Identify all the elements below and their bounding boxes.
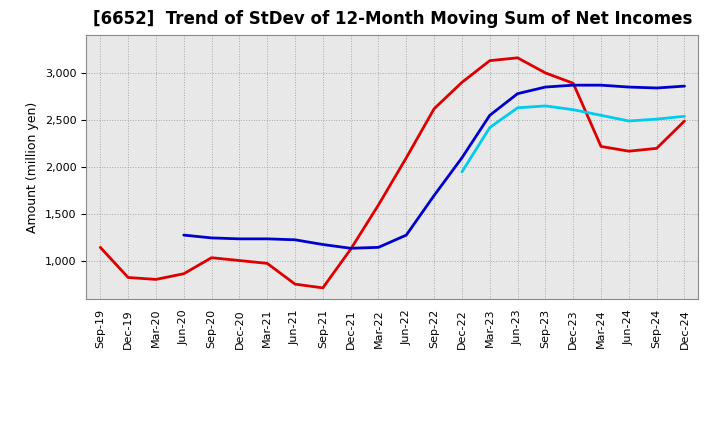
- 3 Years: [291, 282, 300, 287]
- 5 Years: [624, 84, 633, 90]
- Line: 7 Years: 7 Years: [462, 106, 685, 172]
- 7 Years: [597, 113, 606, 118]
- 3 Years: [263, 261, 271, 266]
- 5 Years: [680, 84, 689, 89]
- 3 Years: [96, 245, 104, 250]
- 3 Years: [624, 149, 633, 154]
- 5 Years: [263, 236, 271, 242]
- 3 Years: [152, 277, 161, 282]
- 5 Years: [513, 91, 522, 96]
- 7 Years: [680, 114, 689, 119]
- 5 Years: [179, 232, 188, 238]
- 3 Years: [374, 202, 383, 208]
- 7 Years: [513, 105, 522, 110]
- 3 Years: [652, 146, 661, 151]
- 5 Years: [291, 237, 300, 242]
- 5 Years: [430, 193, 438, 198]
- 7 Years: [458, 169, 467, 175]
- 5 Years: [541, 84, 550, 90]
- 3 Years: [207, 255, 216, 260]
- Line: 3 Years: 3 Years: [100, 58, 685, 288]
- 3 Years: [179, 271, 188, 276]
- 5 Years: [346, 246, 355, 251]
- 3 Years: [569, 81, 577, 86]
- 3 Years: [597, 144, 606, 149]
- 5 Years: [235, 236, 243, 242]
- 7 Years: [485, 125, 494, 130]
- 3 Years: [485, 58, 494, 63]
- 3 Years: [541, 70, 550, 76]
- Y-axis label: Amount (million yen): Amount (million yen): [27, 102, 40, 233]
- 3 Years: [402, 155, 410, 161]
- Line: 5 Years: 5 Years: [184, 85, 685, 248]
- 3 Years: [124, 275, 132, 280]
- 7 Years: [541, 103, 550, 109]
- Title: [6652]  Trend of StDev of 12-Month Moving Sum of Net Incomes: [6652] Trend of StDev of 12-Month Moving…: [93, 10, 692, 28]
- 5 Years: [569, 83, 577, 88]
- 5 Years: [318, 242, 327, 247]
- 3 Years: [235, 258, 243, 263]
- 5 Years: [374, 245, 383, 250]
- 5 Years: [485, 113, 494, 118]
- 5 Years: [207, 235, 216, 241]
- 3 Years: [513, 55, 522, 60]
- 7 Years: [624, 118, 633, 124]
- 3 Years: [346, 246, 355, 252]
- 3 Years: [458, 80, 467, 85]
- 5 Years: [458, 155, 467, 161]
- 5 Years: [597, 83, 606, 88]
- 7 Years: [652, 117, 661, 122]
- 7 Years: [569, 107, 577, 112]
- 5 Years: [402, 232, 410, 238]
- 3 Years: [318, 285, 327, 290]
- 3 Years: [680, 118, 689, 124]
- 5 Years: [652, 85, 661, 91]
- 3 Years: [430, 106, 438, 111]
